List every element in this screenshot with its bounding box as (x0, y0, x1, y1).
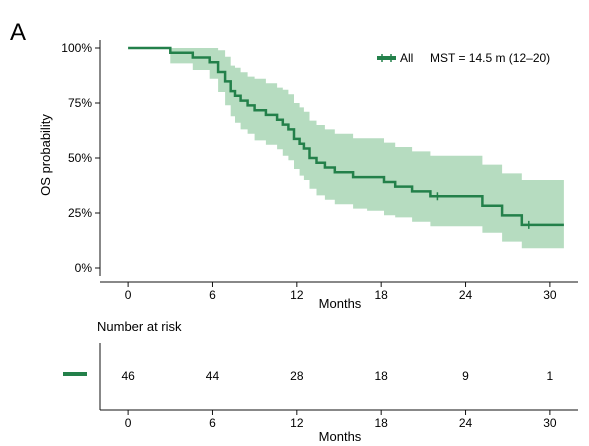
x-tick-label: 18 (374, 288, 388, 302)
censor-marks (436, 192, 530, 229)
x-tick-label: 6 (209, 288, 216, 302)
y-tick-label: 0% (75, 261, 93, 275)
legend-label-all: All (400, 51, 413, 65)
risk-x-tick-label: 24 (459, 416, 473, 430)
legend-mst-annotation: MST = 14.5 m (12–20) (430, 51, 550, 65)
y-tick-label: 75% (68, 96, 92, 110)
y-axis-ticks: 0% 25% 50% 75% 100% (61, 41, 100, 275)
x-tick-label: 24 (459, 288, 473, 302)
risk-count: 28 (290, 369, 304, 383)
y-tick-label: 25% (68, 206, 92, 220)
x-axis-ticks: 0 6 12 18 24 30 (125, 282, 557, 302)
y-tick-label: 100% (61, 41, 92, 55)
risk-x-tick-label: 30 (543, 416, 557, 430)
risk-count: 1 (547, 369, 554, 383)
risk-x-tick-label: 0 (125, 416, 132, 430)
risk-x-tick-label: 6 (209, 416, 216, 430)
panel-label: A (10, 19, 26, 46)
risk-x-tick-label: 18 (374, 416, 388, 430)
risk-table-x-label: Months (319, 429, 362, 444)
legend: All MST = 14.5 m (12–20) (377, 51, 550, 65)
number-at-risk-table: Number at risk 46 44 28 18 9 1 0 6 12 18 24 30 Mon… (63, 319, 578, 444)
risk-x-tick-label: 12 (290, 416, 304, 430)
confidence-band (128, 48, 564, 249)
risk-count: 46 (121, 369, 135, 383)
x-tick-label: 12 (290, 288, 304, 302)
risk-row-values: 46 44 28 18 9 1 (121, 369, 553, 383)
x-tick-label: 30 (543, 288, 557, 302)
x-tick-label: 0 (125, 288, 132, 302)
risk-count: 18 (374, 369, 388, 383)
risk-count: 9 (462, 369, 469, 383)
km-curve-chart: 0% 25% 50% 75% 100% 0 6 12 18 24 30 OS probabilit… (38, 40, 578, 311)
y-tick-label: 50% (68, 151, 92, 165)
survival-curve-all (128, 46, 564, 227)
x-axis-label: Months (319, 296, 362, 311)
risk-count: 44 (206, 369, 220, 383)
risk-table-title: Number at risk (97, 319, 182, 334)
y-axis-label: OS probability (38, 114, 53, 196)
risk-table-x-ticks: 0 6 12 18 24 30 (125, 410, 557, 430)
